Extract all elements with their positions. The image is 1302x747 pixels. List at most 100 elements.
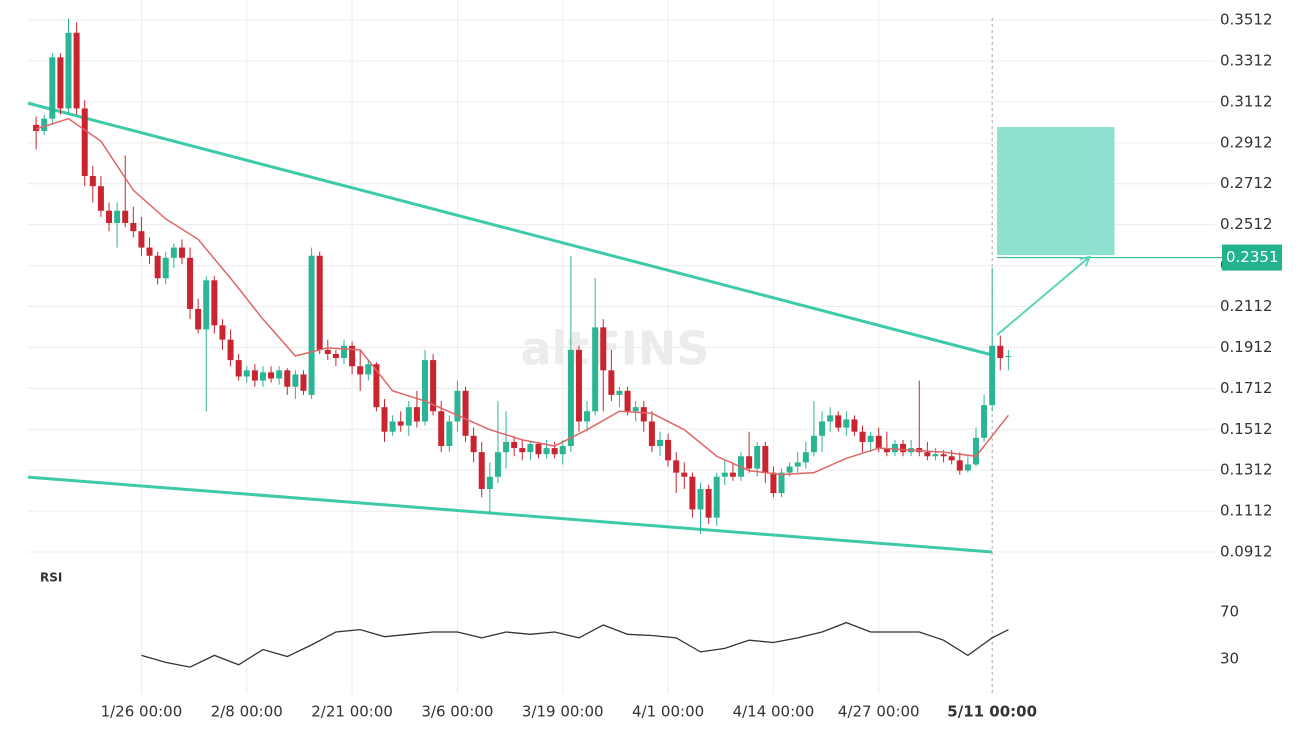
x-tick-label: 4/1 00:00 <box>632 703 704 721</box>
candle-body <box>357 366 364 375</box>
candle-body <box>478 452 485 490</box>
candle-body <box>713 476 720 518</box>
candle-body <box>332 353 339 359</box>
candle-body <box>462 390 469 436</box>
candle-body <box>81 108 88 176</box>
candle-body <box>762 446 769 473</box>
candle-body <box>819 421 826 436</box>
candle-body <box>810 435 817 453</box>
candle-body <box>956 460 963 471</box>
candle-body <box>219 325 226 340</box>
target-box <box>997 127 1115 256</box>
y-tick-label: 0.2512 <box>1220 215 1273 233</box>
candle-body <box>989 345 996 406</box>
candle-body <box>721 472 728 477</box>
candle-body <box>575 349 582 422</box>
rsi-label: RSI <box>40 571 62 585</box>
candle-body <box>835 415 842 428</box>
candle-body <box>162 257 169 279</box>
rsi-tick-label: 70 <box>1220 603 1239 621</box>
x-tick-label: 4/14 00:00 <box>733 703 815 721</box>
candle-body <box>170 247 177 258</box>
y-tick-label: 0.1912 <box>1220 338 1273 356</box>
candle-body <box>843 419 850 428</box>
y-tick-label: 0.1112 <box>1220 502 1273 520</box>
x-tick-label: 2/8 00:00 <box>211 703 283 721</box>
candle-body <box>470 435 477 453</box>
candle-body <box>689 476 696 510</box>
candle-body <box>948 456 955 461</box>
candle-body <box>697 489 704 510</box>
candle-body <box>227 339 234 361</box>
candle-body <box>89 175 96 187</box>
candle-body <box>405 407 412 426</box>
candle-body <box>543 448 550 455</box>
candle-body <box>154 255 161 279</box>
candle-body <box>940 454 947 457</box>
candle-body <box>276 370 283 379</box>
candle-body <box>97 186 104 211</box>
candle-body <box>584 411 591 422</box>
candle-body <box>827 415 834 422</box>
candle-body <box>187 257 194 309</box>
candle-body <box>632 407 639 412</box>
candle-body <box>932 454 939 457</box>
y-tick-label: 0.1312 <box>1220 461 1273 479</box>
y-tick-label: 0.2712 <box>1220 174 1273 192</box>
candle-body <box>640 407 647 422</box>
candle-body <box>138 231 145 248</box>
candle-body <box>891 443 898 453</box>
price-tag-label: 0.2351 <box>1226 248 1279 266</box>
y-tick-label: 0.1712 <box>1220 379 1273 397</box>
candle-body <box>1005 356 1012 358</box>
candle-body <box>300 374 307 391</box>
candle-body <box>746 456 753 469</box>
candle-body <box>964 464 971 471</box>
candle-body <box>648 421 655 447</box>
candle-body <box>259 372 266 381</box>
candle-body <box>73 32 80 109</box>
candle-body <box>875 435 882 449</box>
rsi-tick-label: 30 <box>1220 649 1239 667</box>
x-tick-label: 3/6 00:00 <box>421 703 493 721</box>
rsi-line <box>141 621 1009 668</box>
candle-body <box>122 210 129 224</box>
y-tick-label: 0.2112 <box>1220 297 1273 315</box>
candle-body <box>656 439 663 447</box>
y-tick-label: 0.3512 <box>1220 11 1273 29</box>
candle-body <box>130 223 137 232</box>
candle-body <box>681 472 688 477</box>
candle-body <box>146 247 153 256</box>
candle-body <box>49 57 56 119</box>
candle-body <box>867 435 874 442</box>
candle-body <box>446 421 453 447</box>
moving-average <box>35 117 1009 476</box>
candle-body <box>608 370 615 395</box>
candle-body <box>365 364 372 375</box>
candle-body <box>340 345 347 359</box>
y-tick-label: 0.3312 <box>1220 51 1273 69</box>
candle-body <box>430 360 437 412</box>
candle-body <box>41 118 48 131</box>
candle-body <box>551 448 558 455</box>
candle-body <box>494 452 501 477</box>
candle-body <box>624 390 631 412</box>
candle-body <box>349 345 356 367</box>
candle-body <box>754 446 761 469</box>
candle-body <box>178 247 185 258</box>
candle-body <box>981 405 988 438</box>
candle-body <box>900 443 907 453</box>
candle-body <box>535 443 542 455</box>
candle-body <box>503 441 510 453</box>
candle-body <box>802 452 809 463</box>
candle-body <box>373 364 380 408</box>
candle-body <box>559 446 566 455</box>
candle-body <box>114 210 121 224</box>
trendline <box>27 475 993 554</box>
arrow-head <box>1079 255 1092 267</box>
candle-body <box>195 308 202 330</box>
candle-body <box>972 437 979 465</box>
candle-body <box>729 472 736 477</box>
x-tick-label: 5/11 00:00 <box>947 703 1037 721</box>
